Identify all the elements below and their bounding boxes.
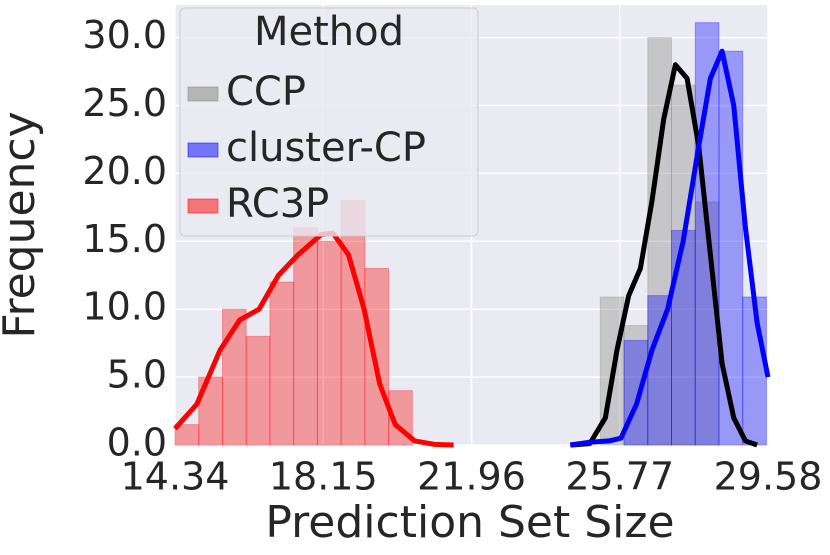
x-tick-label: 14.34 [121, 455, 230, 499]
histogram-bar [316, 240, 342, 446]
kde-line [570, 62, 758, 448]
y-tick-label: 5.0 [107, 353, 167, 397]
legend: Method CCP cluster-CP RC3P [179, 7, 479, 237]
histogram-bar [245, 335, 271, 446]
x-tick-label: 18.15 [269, 455, 378, 499]
axes: 0.0 5.0 10.0 15.0 20.0 25.0 30.0 14.34 18.15 21.9… [82, 13, 822, 498]
y-axis-label: Frequency [0, 111, 45, 338]
legend-swatch [187, 198, 219, 214]
legend-box [179, 7, 479, 237]
histogram-bar [269, 281, 295, 446]
legend-label: cluster-CP [226, 125, 426, 171]
legend-title: Method [254, 9, 404, 55]
y-tick-label: 10.0 [82, 285, 167, 329]
histogram-bar [671, 229, 696, 446]
y-tick-label: 15.0 [82, 217, 167, 261]
histogram-bar [671, 84, 696, 446]
legend-swatch [187, 142, 219, 158]
y-tick-label: 25.0 [82, 81, 167, 125]
histogram-bar [174, 424, 200, 446]
kde-line [569, 48, 771, 448]
histogram-bar [718, 50, 744, 446]
legend-label: RC3P [226, 181, 329, 227]
x-axis-label: Prediction Set Size [265, 497, 674, 548]
histogram-bar [293, 227, 318, 446]
y-tick-label: 20.0 [82, 149, 167, 193]
legend-label: CCP [226, 69, 306, 115]
histogram-bar [221, 308, 247, 446]
legend-swatch [187, 86, 219, 102]
marks [173, 22, 771, 448]
x-tick-label: 29.58 [714, 455, 823, 499]
x-tick-label: 25.77 [565, 455, 674, 499]
histogram-bar [364, 267, 390, 446]
y-tick-label: 30.0 [82, 13, 167, 57]
histogram-bar [340, 200, 366, 446]
y-tick-label: 0.0 [107, 421, 167, 465]
x-tick-label: 21.96 [417, 455, 526, 499]
histogram-bar [647, 295, 673, 446]
